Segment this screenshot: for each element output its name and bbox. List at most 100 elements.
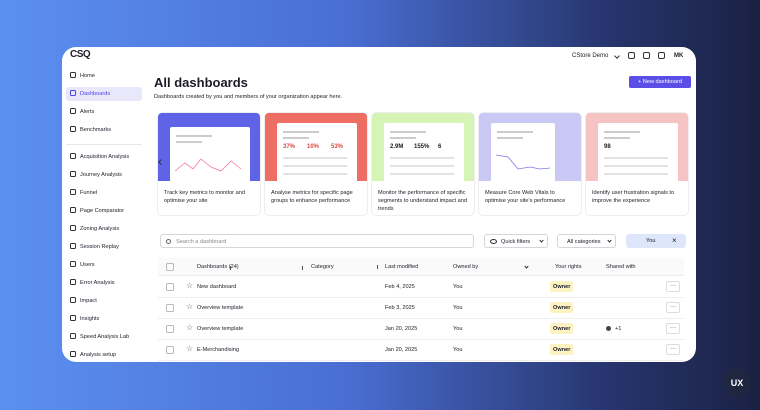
favorite-star[interactable]: ☆ — [186, 322, 194, 332]
nav-item[interactable]: Speed Analysis Lab — [80, 334, 130, 340]
placeholder-row — [283, 165, 347, 167]
nav-item[interactable]: Page Comparator — [80, 208, 125, 214]
chip-close[interactable]: × — [672, 235, 677, 245]
nav-icon — [70, 261, 76, 267]
dashboard-card[interactable]: 37% 10% 53% Analyse metrics for specific pa… — [265, 113, 367, 215]
row-checkbox[interactable] — [166, 303, 174, 312]
more-button[interactable]: ··· — [666, 344, 680, 355]
shared-icon — [606, 325, 611, 331]
user[interactable]: MK — [674, 53, 684, 59]
ux-badge: UX — [723, 369, 751, 397]
search-icon — [166, 238, 171, 244]
dashboard-name[interactable]: Overview template — [197, 325, 244, 332]
nav-item[interactable]: Acquisition Analysis — [80, 154, 130, 160]
favorite-star[interactable]: ☆ — [186, 343, 194, 353]
thumbnail-metric: 2.9M — [390, 144, 404, 150]
app-window: CSQ CStore Demo MK Home Dashboards Alerts Benc… — [62, 47, 696, 362]
new-dashboard-button[interactable]: + New dashboard — [629, 76, 691, 88]
card-caption: Analyse metrics for specific page groups… — [271, 190, 353, 204]
owner-chip-label: You — [646, 237, 656, 244]
owner-chip[interactable]: You × — [626, 234, 686, 248]
placeholder-line — [390, 131, 426, 133]
active-item-bg — [66, 87, 142, 101]
placeholder-line — [497, 131, 533, 133]
favorite-star[interactable]: ☆ — [186, 280, 194, 290]
nav-item[interactable]: Alerts — [80, 109, 95, 115]
nav-item[interactable]: Home — [80, 73, 95, 79]
column-header: Shared with — [606, 264, 636, 270]
row-divider — [158, 339, 684, 340]
categories-select[interactable]: All categories — [557, 234, 616, 248]
quick-filters-button[interactable]: Quick filters — [484, 234, 548, 248]
row-checkbox[interactable] — [166, 345, 174, 354]
last-modified: Jan 20, 2025 — [385, 325, 418, 332]
categories-label: All categories — [567, 238, 601, 245]
nav-icon — [70, 126, 76, 132]
row-divider — [158, 297, 684, 298]
dashboard-card[interactable]: Measure Core Web Vitals to optimise your… — [479, 113, 581, 215]
placeholder-line — [604, 137, 630, 139]
nav-item[interactable]: Insights — [80, 316, 100, 322]
more-button[interactable]: ··· — [666, 281, 680, 292]
header-icon[interactable] — [658, 52, 665, 59]
sort-icon — [302, 266, 305, 270]
row-checkbox[interactable] — [166, 324, 174, 333]
logo: CSQ — [70, 49, 91, 60]
thumbnail-metric: 37% — [283, 144, 296, 150]
nav-item[interactable]: Dashboards — [80, 91, 111, 97]
column-header[interactable]: Owned by — [453, 264, 479, 270]
placeholder-line — [283, 131, 319, 133]
placeholder-row — [390, 173, 454, 175]
column-header[interactable]: Last modified — [385, 264, 419, 270]
more-button[interactable]: ··· — [666, 323, 680, 334]
nav-item[interactable]: Analysis setup — [80, 352, 117, 358]
dashboard-card[interactable]: Track key metrics to monitor and optimis… — [158, 113, 260, 215]
placeholder-line — [390, 137, 416, 139]
header-checkbox[interactable] — [166, 263, 174, 271]
search-placeholder: Search a dashboard — [176, 238, 227, 245]
dashboard-card[interactable]: 2.9M 155% 6 Monitor the performance of spec… — [372, 113, 474, 215]
chevron — [607, 238, 612, 243]
card-thumbnail — [479, 113, 581, 183]
placeholder-row — [604, 173, 668, 175]
nav-item[interactable]: Funnel — [80, 190, 98, 196]
nav-item[interactable]: Benchmarks — [80, 127, 112, 133]
page-title: All dashboards — [154, 75, 248, 90]
column-header[interactable]: Dashboards (24) — [197, 264, 239, 270]
last-modified: Feb 3, 2025 — [385, 304, 415, 311]
dashboard-name[interactable]: Overview template — [197, 304, 244, 311]
shared-count: +1 — [615, 325, 622, 332]
dashboard-card[interactable]: 98 Identify user frustration signals to i… — [586, 113, 688, 215]
card-caption: Monitor the performance of specific segm… — [378, 190, 467, 212]
rights-badge: Owner — [550, 323, 574, 334]
nav-item[interactable]: Impact — [80, 298, 97, 304]
placeholder-row — [283, 173, 347, 175]
nav-icon — [70, 351, 76, 357]
row-divider — [158, 318, 684, 319]
nav-item[interactable]: Zoning Analysis — [80, 226, 120, 232]
placeholder-row — [390, 165, 454, 167]
placeholder-line — [604, 131, 640, 133]
thumbnail-metric: 10% — [307, 144, 320, 150]
thumbnail-metric: 53% — [331, 144, 344, 150]
nav-item[interactable]: Journey Analysis — [80, 172, 122, 178]
more-button[interactable]: ··· — [666, 302, 680, 313]
placeholder-row — [604, 165, 668, 167]
row-checkbox[interactable] — [166, 282, 174, 291]
nav-icon — [70, 171, 76, 177]
header-icon[interactable] — [628, 52, 635, 59]
placeholder-row — [283, 157, 347, 159]
nav-item[interactable]: Session Replay — [80, 244, 119, 250]
placeholder-row — [604, 157, 668, 159]
workspace[interactable]: CStore Demo — [572, 53, 609, 59]
nav-item[interactable]: Error Analysis — [80, 280, 115, 286]
column-header[interactable]: Category — [311, 264, 334, 270]
nav-item[interactable]: Users — [80, 262, 95, 268]
thumbnail-panel: 37% 10% 53% — [277, 123, 357, 183]
header-icon[interactable] — [643, 52, 650, 59]
favorite-star[interactable]: ☆ — [186, 301, 194, 311]
search-box[interactable]: Search a dashboard — [160, 234, 474, 248]
dashboard-name[interactable]: New dashboard — [197, 283, 237, 290]
placeholder-line — [176, 135, 212, 137]
dashboard-name[interactable]: E-Merchandising — [197, 346, 239, 353]
